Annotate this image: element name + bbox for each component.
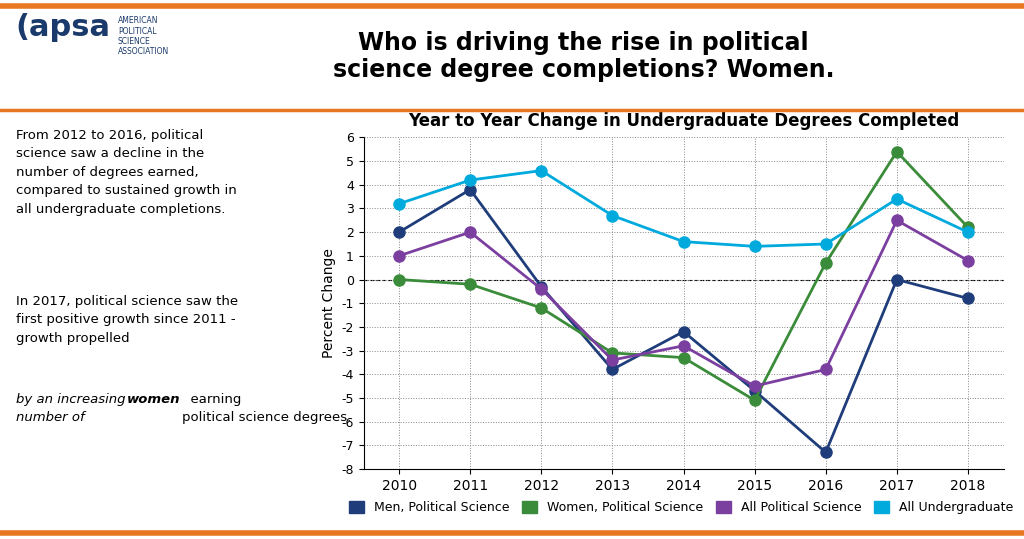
All Undergraduate: [464, 177, 476, 183]
Men, Political Science: [536, 284, 548, 290]
Text: AMERICAN
POLITICAL
SCIENCE
ASSOCIATION: AMERICAN POLITICAL SCIENCE ASSOCIATION: [118, 16, 169, 57]
All Undergraduate: [393, 201, 406, 207]
Text: In 2017, political science saw the
first positive growth since 2011 -
growth pro: In 2017, political science saw the first…: [16, 295, 239, 345]
Men, Political Science: [962, 295, 974, 302]
Women, Political Science: [393, 277, 406, 283]
Legend: Men, Political Science, Women, Political Science, All Political Science, All Und: Men, Political Science, Women, Political…: [344, 496, 1018, 519]
Men, Political Science: [891, 277, 903, 283]
Title: Year to Year Change in Undergraduate Degrees Completed: Year to Year Change in Undergraduate Deg…: [408, 112, 959, 130]
Text: by an increasing
number of: by an increasing number of: [16, 392, 126, 424]
Men, Political Science: [606, 367, 618, 373]
Men, Political Science: [749, 388, 761, 394]
Text: women: women: [127, 392, 180, 406]
All Undergraduate: [819, 241, 831, 247]
Women, Political Science: [536, 305, 548, 311]
All Political Science: [677, 343, 689, 349]
Line: All Political Science: All Political Science: [393, 215, 974, 392]
All Undergraduate: [891, 196, 903, 202]
All Undergraduate: [677, 238, 689, 245]
Women, Political Science: [749, 397, 761, 404]
Women, Political Science: [891, 148, 903, 155]
All Political Science: [891, 217, 903, 224]
Men, Political Science: [677, 328, 689, 335]
Line: Men, Political Science: Men, Political Science: [393, 184, 974, 458]
Women, Political Science: [606, 350, 618, 356]
Line: All Undergraduate: All Undergraduate: [393, 165, 974, 252]
All Political Science: [962, 257, 974, 264]
Text: Who is driving the rise in political
science degree completions? Women.: Who is driving the rise in political sci…: [333, 31, 835, 82]
Text: From 2012 to 2016, political
science saw a decline in the
number of degrees earn: From 2012 to 2016, political science saw…: [16, 129, 238, 216]
All Political Science: [749, 383, 761, 389]
All Undergraduate: [962, 229, 974, 236]
All Political Science: [464, 229, 476, 236]
All Undergraduate: [606, 212, 618, 219]
Line: Women, Political Science: Women, Political Science: [393, 146, 974, 406]
All Political Science: [536, 286, 548, 292]
Men, Political Science: [393, 229, 406, 236]
All Undergraduate: [536, 167, 548, 174]
Women, Political Science: [819, 260, 831, 266]
Text: earning
political science degrees.: earning political science degrees.: [182, 392, 351, 424]
Women, Political Science: [677, 355, 689, 361]
Women, Political Science: [962, 224, 974, 231]
All Political Science: [819, 367, 831, 373]
Women, Political Science: [464, 281, 476, 287]
Y-axis label: Percent Change: Percent Change: [322, 248, 336, 358]
Men, Political Science: [464, 186, 476, 193]
All Undergraduate: [749, 243, 761, 250]
Men, Political Science: [819, 449, 831, 455]
All Political Science: [393, 253, 406, 259]
All Political Science: [606, 357, 618, 363]
Text: (apsa: (apsa: [15, 13, 111, 43]
